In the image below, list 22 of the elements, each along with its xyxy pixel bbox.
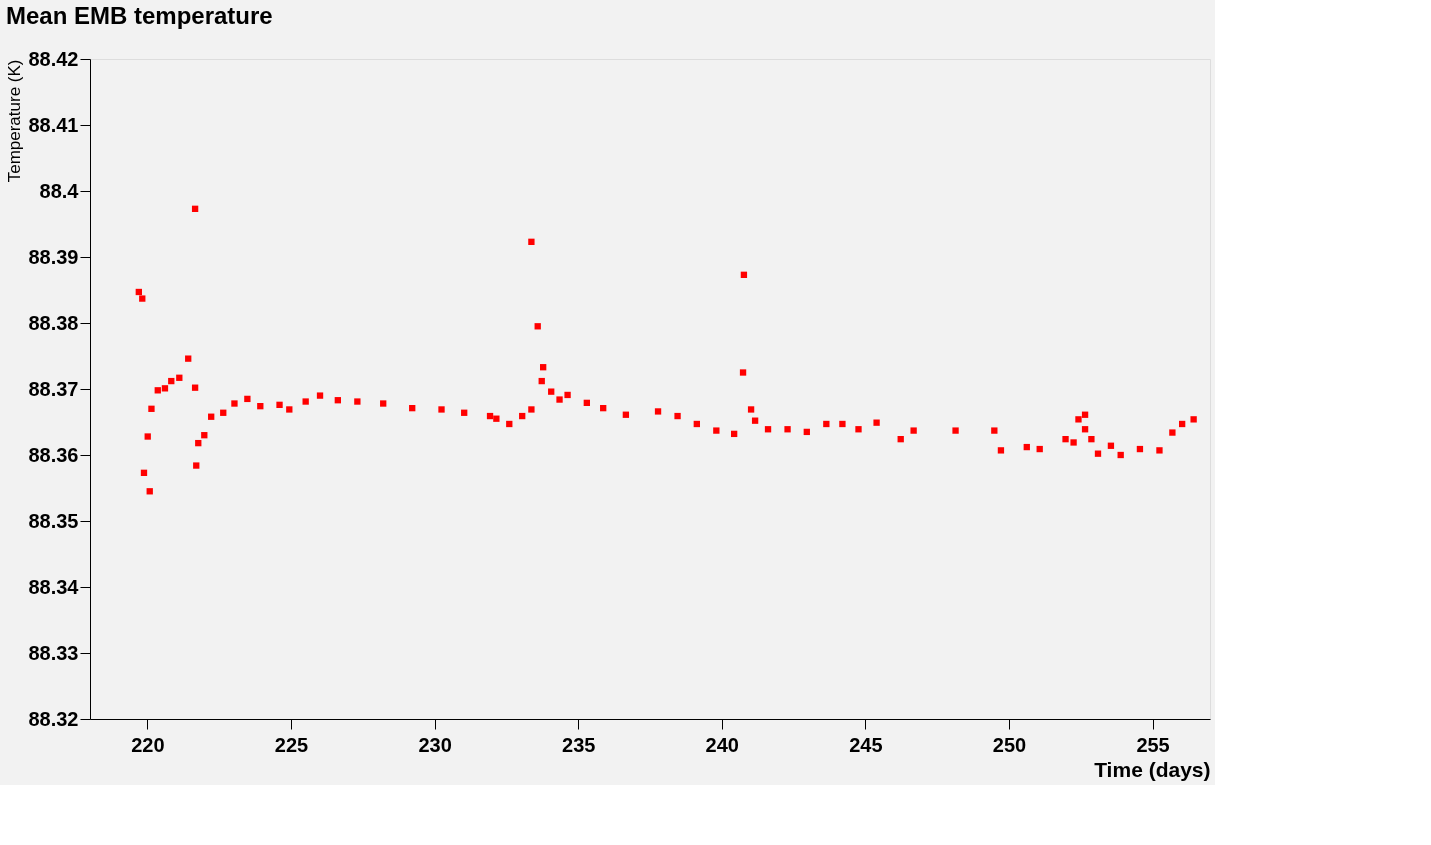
y-tick-label: 88.32 [28,707,79,730]
y-tick-label: 88.41 [28,113,79,136]
x-tick-label: 230 [418,733,452,756]
y-tick-label: 88.4 [39,179,80,202]
x-tick-label: 240 [705,733,739,756]
y-tick-label: 88.33 [28,641,79,664]
x-tick-label: 250 [992,733,1027,756]
y-tick-label: 88.35 [28,509,79,532]
x-tick-label: 235 [562,733,596,756]
y-tick-label: 88.39 [28,245,79,268]
y-tick-label: 88.36 [28,443,79,466]
y-axis-title: Temperature (K) [5,59,25,183]
y-tick-label: 88.38 [28,311,79,334]
chart-title: Mean EMB temperature [5,2,273,29]
x-tick-label: 225 [274,733,309,756]
x-axis-title: Time (days) [1094,757,1211,781]
x-tick-label: 255 [1136,733,1170,756]
y-tick-label: 88.34 [28,575,80,598]
x-tick-label: 245 [849,733,883,756]
y-tick-label: 88.37 [28,377,79,400]
y-tick-label: 88.42 [28,47,79,70]
x-tick-label: 220 [131,733,165,756]
